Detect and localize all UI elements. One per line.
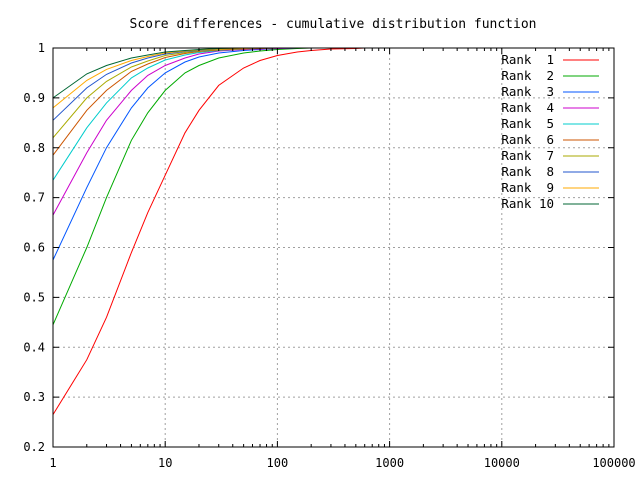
legend-label-rank-2: Rank 2 [501,68,554,83]
x-tick-label: 100 [267,456,289,470]
y-tick-label: 0.4 [23,340,45,354]
x-tick-label: 100000 [592,456,635,470]
x-tick-label: 10 [158,456,172,470]
y-tick-label: 0.6 [23,241,45,255]
y-tick-label: 0.5 [23,290,45,304]
legend-label-rank-1: Rank 1 [501,52,554,67]
grid [53,48,614,447]
legend-label-rank-9: Rank 9 [501,180,554,195]
series-line-rank-1 [52,47,365,415]
series-line-rank-3 [52,47,365,261]
legend-label-rank-3: Rank 3 [501,84,554,99]
y-tick-label: 0.3 [23,390,45,404]
x-tick-label: 1000 [375,456,404,470]
axis-ticks: 0.2 0.3 0.4 0.5 0.6 0.7 0.8 0.9 1 1 10 100 1000 10000… [23,41,635,470]
series-line-rank-8 [52,47,365,121]
y-tick-label: 0.7 [23,191,45,205]
legend-label-rank-7: Rank 7 [501,148,554,163]
legend-label-rank-4: Rank 4 [501,100,554,115]
x-tick-label: 10000 [484,456,520,470]
legend-label-rank-10: Rank 10 [501,196,554,211]
y-tick-label: 0.8 [23,141,45,155]
series-line-rank-2 [52,47,365,326]
x-tick-label: 1 [49,456,56,470]
series-line-rank-9 [52,47,365,109]
legend-label-rank-8: Rank 8 [501,164,554,179]
legend-label-rank-5: Rank 5 [501,116,554,131]
y-tick-label: 0.9 [23,91,45,105]
y-tick-label: 0.2 [23,440,45,454]
y-tick-label: 1 [38,41,45,55]
chart-title: Score differences - cumulative distribut… [130,17,537,32]
series-line-rank-6 [52,47,365,156]
legend-label-rank-6: Rank 6 [501,132,554,147]
series-group [52,47,365,415]
